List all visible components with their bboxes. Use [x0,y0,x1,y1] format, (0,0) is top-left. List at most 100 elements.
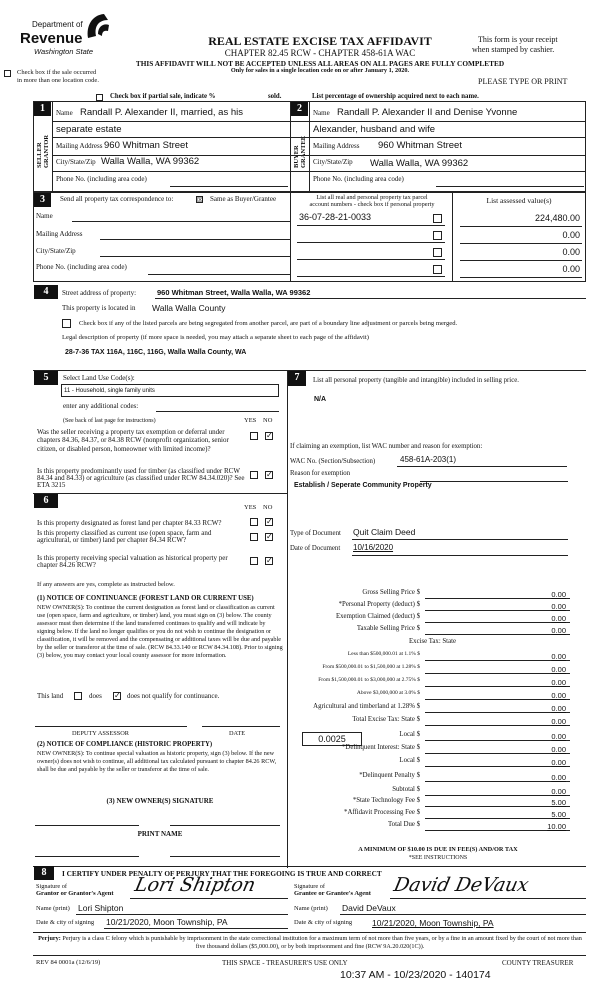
assessed-value[interactable]: 0.00 [562,230,580,240]
assessor-date-line[interactable] [202,726,280,727]
partial-sale-checkbox[interactable] [96,94,103,101]
parcel-number[interactable]: 36-07-28-21-0033 [299,212,372,222]
buyer-name-field[interactable]: Randall P. Alexander II and Denise Yvonn… [337,107,518,118]
personal-property-checkbox[interactable] [433,214,442,223]
doc-type-field[interactable]: Quit Claim Deed [353,527,416,537]
buyer-phone-field[interactable] [436,186,584,187]
doc-date-label: Date of Document [290,545,341,552]
this-land-label: This land [37,692,64,700]
fee-value[interactable]: 0.00 [551,773,566,782]
historic-no-checkbox[interactable]: ✓ [265,556,273,565]
seller-name-field[interactable]: Randall P. Alexander II, married, as his [80,107,243,118]
assessed-value[interactable]: 0.00 [562,264,580,274]
grantor-name-field[interactable]: Lori Shipton [78,903,124,913]
corr-mail-field[interactable] [100,239,290,240]
fee-value[interactable]: 0.00 [551,652,566,661]
q1-yes-checkbox[interactable] [250,432,258,440]
reason-field[interactable]: Establish / Seperate Community Property [294,482,432,489]
wac-field[interactable]: 458-61A-203(1) [400,455,457,464]
new-owner-signature-line[interactable] [35,825,139,826]
grantor-sig-label-2: Grantor or Grantor's Agent [36,890,114,897]
fee-value[interactable]: 0.00 [551,626,566,635]
does-checkbox[interactable] [74,692,82,700]
exemption-claim-label: If claiming an exemption, list WAC numbe… [290,443,483,450]
grantee-date-field[interactable]: 10/21/2020, Moon Township, PA [372,918,494,928]
local-rate-field[interactable]: 0.0025 [302,732,362,746]
additional-codes-field[interactable] [156,411,279,412]
print-name-line[interactable] [35,856,139,857]
multi-location-label: Check box if the sale occurred [17,69,97,76]
fee-label: Taxable Selling Price $ [356,625,420,632]
buyer-name-label: Name [313,109,330,117]
grantee-signature[interactable]: David DeVaux [391,874,531,896]
fee-value[interactable]: 0.00 [551,758,566,767]
fee-value[interactable]: 0.00 [551,745,566,754]
buyer-phone-label: Phone No. (including area code) [313,175,404,183]
land-use-value: 11 - Household, single family units [64,388,155,394]
fee-line [425,806,570,807]
seller-phone-field[interactable] [170,186,288,187]
located-field[interactable]: Walla Walla County [152,303,226,313]
current-yes-checkbox[interactable] [250,533,258,541]
grantee-name-field[interactable]: David DeVaux [342,903,396,913]
seller-name-field-2[interactable]: separate estate [56,124,122,135]
land-use-field[interactable]: 11 - Household, single family units [61,384,279,397]
q2-no-checkbox[interactable]: ✓ [265,470,273,479]
grantor-signature[interactable]: Lori Shipton [132,874,258,896]
fee-value[interactable]: 0.00 [551,602,566,611]
corr-phone-field[interactable] [148,274,290,275]
legal-label: Legal description of property (if more s… [62,334,369,341]
multi-location-checkbox[interactable] [4,70,11,77]
fee-value[interactable]: 0.00 [551,590,566,599]
fee-value[interactable]: 0.00 [551,665,566,674]
fee-value[interactable]: 0.00 [551,717,566,726]
same-as-buyer-checkbox[interactable]: ☒ [196,196,204,204]
corr-city-field[interactable] [100,256,290,257]
fee-value[interactable]: 0.00 [551,732,566,741]
buyer-city-field[interactable]: Walla Walla, WA 99362 [370,158,469,169]
form-warning: THIS AFFIDAVIT WILL NOT BE ACCEPTED UNLE… [135,59,505,68]
q1-no-checkbox[interactable]: ✓ [265,431,273,440]
new-owner-signature-line-2[interactable] [170,825,280,826]
personal-property-checkbox[interactable] [433,265,442,274]
assessed-value[interactable]: 0.00 [562,247,580,257]
corr-phone-label: Phone No. (including area code) [36,263,127,271]
personal-property-checkbox[interactable] [433,248,442,257]
assessed-value[interactable]: 224,480.00 [534,213,580,223]
does-not-checkbox[interactable]: ✓ [113,691,121,700]
print-name-line-2[interactable] [170,856,280,857]
fee-value[interactable]: 10.00 [547,822,566,831]
street-field[interactable]: 960 Whitman Street, Walla Walla, WA 9936… [157,288,311,297]
buyer-name-field-2[interactable]: Alexander, husband and wife [313,124,436,135]
personal-property-field[interactable]: N/A [314,396,327,403]
current-no-checkbox[interactable]: ✓ [265,532,273,541]
corr-name-field[interactable] [72,221,290,222]
fee-value[interactable]: 5.00 [551,798,566,807]
fee-value[interactable]: 0.00 [551,678,566,687]
personal-property-checkbox[interactable] [433,231,442,240]
fee-value[interactable]: 0.00 [551,691,566,700]
historic-question: Is this property receiving special valua… [37,554,228,569]
fee-value[interactable]: 5.00 [551,810,566,819]
legal-description-field[interactable]: 28-7-36 TAX 116A, 116C, 116G, Walla Wall… [65,349,247,356]
q2-yes-checkbox[interactable] [250,471,258,479]
fee-value[interactable]: 0.00 [551,787,566,796]
doc-date-field[interactable]: 10/16/2020 [353,543,394,552]
buyer-mail-field[interactable]: 960 Whitman Street [378,140,462,151]
correspondence-label: Send all property tax correspondence to: [60,195,174,203]
seller-city-field[interactable]: Walla Walla, WA 99362 [101,156,200,167]
form-chapter: CHAPTER 82.45 RCW - CHAPTER 458-61A WAC [224,48,416,58]
fee-value[interactable]: 0.00 [551,704,566,713]
seller-mail-field[interactable]: 960 Whitman Street [104,140,188,151]
historic-yes-checkbox[interactable] [250,557,258,565]
print-name-label: PRINT NAME [137,830,183,838]
segregated-checkbox[interactable] [62,319,71,328]
additional-codes-label: enter any additional codes: [63,402,139,410]
section-3-box [33,192,586,282]
deputy-assessor-line[interactable] [35,726,187,727]
perjury-note: Perjury: Perjury is a class C felony whi… [36,935,584,951]
grantor-date-field[interactable]: 10/21/2020, Moon Township, PA [106,917,228,927]
fee-value[interactable]: 0.00 [551,614,566,623]
forest-yes-checkbox[interactable] [250,518,258,526]
forest-no-checkbox[interactable]: ✓ [265,517,273,526]
